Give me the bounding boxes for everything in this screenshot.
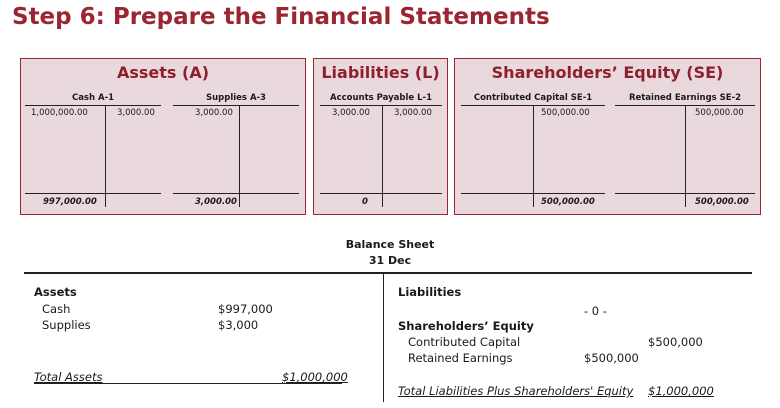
contributed-capital-label: Contributed Capital — [408, 335, 521, 349]
supplies-center-rule — [239, 105, 240, 207]
total-liabilities-equity-value: $1,000,000 — [648, 384, 714, 398]
cash-account-name: Cash A-1 — [71, 93, 115, 103]
contributed-capital-credit: 500,000.00 — [541, 108, 590, 118]
accounts-payable-top-rule — [320, 105, 442, 106]
cash-t-account: Cash A-1 1,000,000.00 3,000.00 997,000.0… — [25, 93, 161, 213]
supplies-balance-rule — [173, 193, 299, 194]
total-assets-label: Total Assets — [34, 370, 103, 384]
supplies-t-account: Supplies A-3 3,000.00 3,000.00 — [173, 93, 299, 213]
liabilities-heading: Liabilities — [398, 285, 462, 299]
cash-balance-rule — [25, 193, 161, 194]
retained-earnings-account-name: Retained Earnings SE-2 — [628, 93, 742, 103]
retained-earnings-balance-rule — [615, 193, 755, 194]
cash-center-rule — [105, 105, 106, 207]
contributed-capital-balance-rule — [461, 193, 605, 194]
accounts-payable-center-rule — [382, 105, 383, 207]
retained-earnings-label: Retained Earnings — [408, 351, 513, 365]
cash-balance: 997,000.00 — [43, 197, 97, 207]
supplies-top-rule — [173, 105, 299, 106]
accounts-payable-t-account: Accounts Payable L-1 3,000.00 3,000.00 0 — [320, 93, 442, 213]
retained-earnings-t-account: Retained Earnings SE-2 500,000.00 500,00… — [615, 93, 755, 213]
total-assets-value: $1,000,000 — [282, 370, 348, 384]
accounts-payable-credit: 3,000.00 — [394, 108, 432, 118]
balance-sheet-top-rule — [24, 272, 752, 274]
contributed-capital-balance: 500,000.00 — [541, 197, 595, 207]
supplies-value: $3,000 — [218, 318, 259, 332]
total-liabilities-equity-label: Total Liabilities Plus Shareholders' Equ… — [398, 384, 634, 398]
total-assets-rule — [34, 383, 342, 384]
cash-debit: 1,000,000.00 — [31, 108, 88, 118]
liabilities-panel-title: Liabilities (L) — [321, 63, 440, 82]
equity-panel: Shareholders’ Equity (SE) Contributed Ca… — [454, 58, 761, 215]
supplies-balance: 3,000.00 — [195, 197, 237, 207]
retained-earnings-value: $500,000 — [584, 351, 639, 365]
accounts-payable-balance: 0 — [362, 197, 368, 207]
equity-heading: Shareholders’ Equity — [398, 319, 534, 333]
retained-earnings-credit: 500,000.00 — [695, 108, 744, 118]
accounts-payable-balance-rule — [320, 193, 442, 194]
contributed-capital-account-name: Contributed Capital SE-1 — [473, 93, 593, 103]
contributed-capital-value: $500,000 — [648, 335, 703, 349]
supplies-label: Supplies — [42, 318, 91, 332]
retained-earnings-balance: 500,000.00 — [695, 197, 749, 207]
assets-panel-title: Assets (A) — [116, 63, 210, 82]
supplies-account-name: Supplies A-3 — [206, 93, 266, 103]
cash-value: $997,000 — [218, 302, 273, 316]
balance-sheet-date: 31 Dec — [368, 254, 412, 267]
equity-panel-title: Shareholders’ Equity (SE) — [491, 63, 724, 82]
assets-heading: Assets — [34, 285, 77, 299]
balance-sheet-title: Balance Sheet — [345, 238, 435, 251]
retained-earnings-center-rule — [685, 105, 686, 207]
cash-credit: 3,000.00 — [117, 108, 155, 118]
contributed-capital-t-account: Contributed Capital SE-1 500,000.00 500,… — [461, 93, 605, 213]
accounts-payable-account-name: Accounts Payable L-1 — [329, 93, 432, 103]
contributed-capital-center-rule — [533, 105, 534, 207]
cash-label: Cash — [42, 302, 71, 316]
assets-panel: Assets (A) Cash A-1 1,000,000.00 3,000.0… — [20, 58, 306, 215]
accounts-payable-debit: 3,000.00 — [332, 108, 370, 118]
page-title: Step 6: Prepare the Financial Statements — [12, 4, 550, 30]
liabilities-value: - 0 - — [584, 304, 607, 318]
cash-top-rule — [25, 105, 161, 106]
supplies-debit: 3,000.00 — [195, 108, 233, 118]
balance-sheet-divider — [383, 272, 384, 402]
liabilities-panel: Liabilities (L) Accounts Payable L-1 3,0… — [313, 58, 448, 215]
